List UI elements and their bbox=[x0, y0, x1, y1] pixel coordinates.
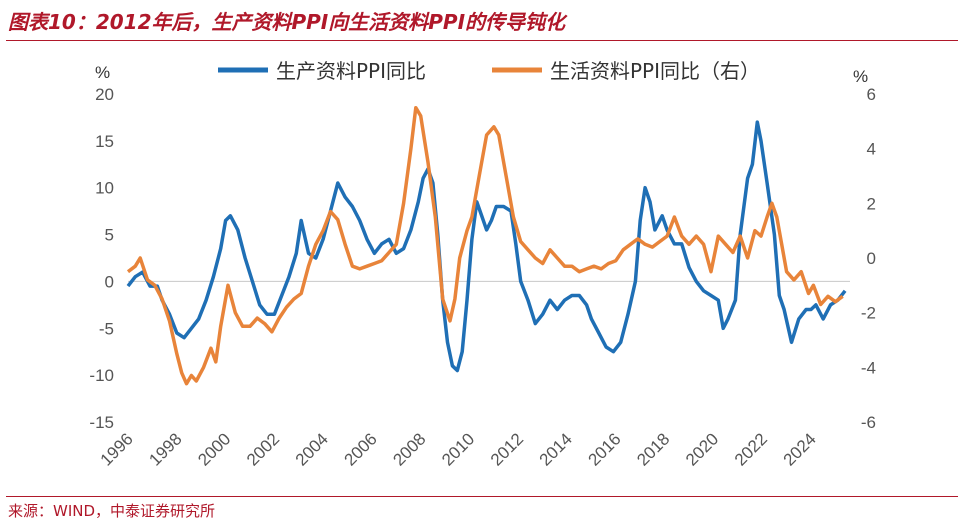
x-tick-label: 2020 bbox=[682, 429, 722, 469]
source-note: 来源：WIND，中泰证券研究所 bbox=[8, 502, 216, 520]
x-tick-label: 2014 bbox=[536, 429, 576, 469]
left-tick-label: 15 bbox=[95, 132, 114, 151]
series-line-consumer-ppi bbox=[126, 105, 844, 386]
right-tick-label: -6 bbox=[861, 413, 876, 432]
legend-label-production: 生产资料PPI同比 bbox=[276, 59, 426, 83]
left-tick-label: -5 bbox=[99, 319, 114, 338]
left-tick-label: 5 bbox=[105, 226, 114, 245]
x-tick-label: 2016 bbox=[584, 429, 624, 469]
x-tick-label: 1998 bbox=[145, 429, 185, 469]
right-tick-label: 6 bbox=[867, 85, 876, 104]
x-tick-label: 2000 bbox=[194, 429, 234, 469]
left-tick-label: -15 bbox=[89, 413, 114, 432]
x-tick-label: 1996 bbox=[97, 429, 137, 469]
x-tick-label: 2010 bbox=[438, 429, 478, 469]
right-tick-label: 4 bbox=[867, 140, 876, 159]
right-axis-unit: % bbox=[853, 67, 868, 86]
x-tick-label: 2012 bbox=[487, 429, 527, 469]
right-tick-label: -2 bbox=[861, 304, 876, 323]
left-tick-label: 20 bbox=[95, 85, 114, 104]
legend: 生产资料PPI同比 生活资料PPI同比（右） bbox=[218, 59, 760, 83]
right-axis-ticks: 6 4 2 0 -2 -4 -6 bbox=[861, 85, 876, 432]
x-axis-ticks: 1996 1998 2000 2002 2004 2006 2008 2010 2012 2014… bbox=[97, 429, 820, 469]
left-axis-unit: % bbox=[95, 63, 110, 82]
x-tick-label: 2006 bbox=[341, 429, 381, 469]
left-axis-ticks: 20 15 10 5 0 -5 -10 -15 bbox=[89, 85, 114, 432]
right-tick-label: 0 bbox=[867, 249, 876, 268]
title-divider bbox=[6, 40, 958, 41]
x-tick-label: 2018 bbox=[633, 429, 673, 469]
left-tick-label: 10 bbox=[95, 179, 114, 198]
source-divider bbox=[6, 496, 958, 497]
x-tick-label: 2024 bbox=[780, 429, 820, 469]
left-tick-label: -10 bbox=[89, 366, 114, 385]
left-tick-label: 0 bbox=[105, 272, 114, 291]
x-tick-label: 2022 bbox=[731, 429, 771, 469]
x-tick-label: 2008 bbox=[389, 429, 429, 469]
legend-label-consumer: 生活资料PPI同比（右） bbox=[550, 59, 760, 83]
series-line-production-ppi bbox=[126, 120, 847, 373]
right-tick-label: 2 bbox=[867, 194, 876, 213]
x-tick-label: 2004 bbox=[292, 429, 332, 469]
x-tick-label: 2002 bbox=[243, 429, 283, 469]
chart-title: 图表10：2012年后，生产资料PPI向生活资料PPI的传导钝化 bbox=[8, 10, 566, 34]
right-tick-label: -4 bbox=[861, 358, 876, 377]
